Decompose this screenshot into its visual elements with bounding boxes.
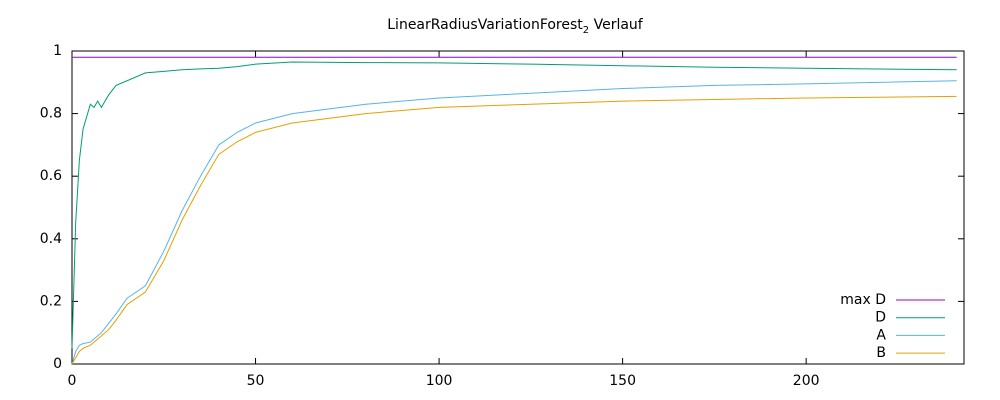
- y-tick-label: 0.2: [40, 293, 62, 309]
- y-tick-label: 0.6: [40, 168, 62, 184]
- y-tick-label: 1: [53, 43, 62, 59]
- legend-label: A: [876, 327, 886, 343]
- x-tick-label: 200: [793, 373, 820, 389]
- title-suffix: Verlauf: [589, 17, 644, 33]
- y-tick-label: 0: [53, 356, 62, 372]
- series-line: [71, 80, 957, 365]
- x-tick-label: 100: [426, 373, 453, 389]
- series-line: [71, 61, 957, 349]
- series-line: [71, 95, 957, 365]
- legend-label: B: [876, 345, 886, 361]
- legend-label: max D: [840, 292, 886, 308]
- title-main: LinearRadiusVariationForest: [387, 17, 583, 33]
- chart-title: LinearRadiusVariationForest2 Verlauf: [387, 17, 644, 36]
- x-tick-label: 150: [609, 373, 636, 389]
- title-subscript: 2: [583, 25, 589, 36]
- y-tick-label: 0.8: [40, 106, 62, 122]
- legend-label: D: [875, 310, 886, 326]
- x-tick-label: 0: [68, 373, 77, 389]
- plot-border: [71, 50, 965, 365]
- y-tick-label: 0.4: [40, 231, 62, 247]
- x-tick-label: 50: [247, 373, 265, 389]
